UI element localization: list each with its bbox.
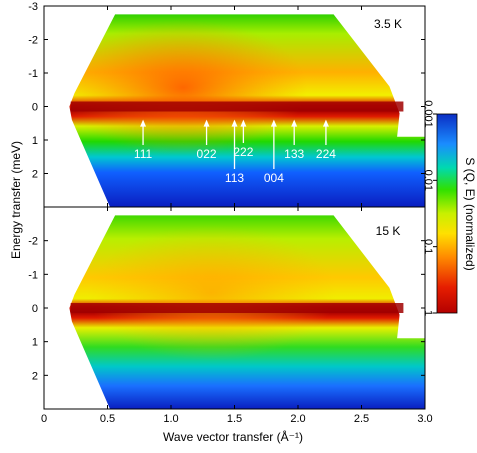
peak-label-222: 222: [233, 145, 253, 159]
x-tick-label-2: 1.0: [163, 413, 178, 425]
x-tick-label-6: 3.0: [417, 413, 432, 425]
elastic-line-1: [70, 101, 404, 112]
y-tick-label-1-5: 2: [32, 169, 38, 181]
heatmap-layer: [69, 14, 426, 409]
peak-arrowhead-004: [270, 119, 277, 127]
y-tick-label-2-3: 1: [32, 337, 38, 349]
x-tick-label-0: 0: [41, 413, 47, 425]
y-tick-label-1-4: 1: [32, 135, 38, 147]
elastic-line-2: [70, 303, 404, 313]
colorbar-label: S (Q, E) (normalized): [463, 157, 477, 270]
peak-arrowhead-113: [231, 119, 238, 127]
x-tick-label-5: 2.5: [354, 413, 369, 425]
y-axis-label: Energy transfer (meV): [9, 141, 23, 259]
y-tick-label-2-1: -1: [28, 269, 38, 281]
peak-arrowhead-111: [140, 119, 147, 127]
colorbar-tick-label-0: 0.001: [422, 100, 434, 128]
peak-label-133: 133: [284, 147, 304, 161]
x-tick-label-3: 1.5: [227, 413, 242, 425]
y-tick-label-1-1: -2: [28, 35, 38, 47]
colorbar: 0.001 0.01 0.1 1: [422, 100, 458, 316]
peak-arrowhead-224: [322, 119, 329, 127]
colorbar-tick-label-2: 0.1: [422, 239, 434, 254]
y-tick-label-1-0: -3: [28, 1, 38, 13]
y-tick-label-2-4: 2: [32, 370, 38, 382]
y-tick-label-1-2: -1: [28, 68, 38, 80]
y-tick-label-2-2: 0: [32, 303, 38, 315]
peak-label-224: 224: [316, 147, 336, 161]
peak-label-004: 004: [264, 171, 284, 185]
peak-label-113: 113: [225, 171, 244, 185]
y-tick-label-2-0: -2: [28, 236, 38, 248]
x-tick-label-1: 0.5: [100, 413, 115, 425]
peak-arrowhead-133: [291, 119, 298, 127]
temperature-label-top: 3.5 K: [374, 17, 402, 31]
x-axis-label: Wave vector transfer (Å⁻¹): [163, 429, 303, 444]
peak-label-022: 022: [197, 147, 217, 161]
colorbar-bar: [436, 113, 458, 314]
axes: -3 -2 -1 0 1 2 -2 -1 0 1 2 0 0.5 1.0 1.5 2.0 2.5 3.0: [28, 1, 432, 425]
colorbar-tick-label-1: 0.01: [422, 170, 434, 191]
x-tick-label-4: 2.0: [290, 413, 305, 425]
y-tick-label-1-3: 0: [32, 102, 38, 114]
peak-label-111: 111: [134, 147, 153, 161]
temperature-label-bottom: 15 K: [376, 224, 401, 238]
peak-arrowhead-222: [240, 119, 247, 127]
colorbar-tick-label-3: 1: [422, 310, 434, 316]
peak-arrowhead-022: [203, 119, 210, 127]
